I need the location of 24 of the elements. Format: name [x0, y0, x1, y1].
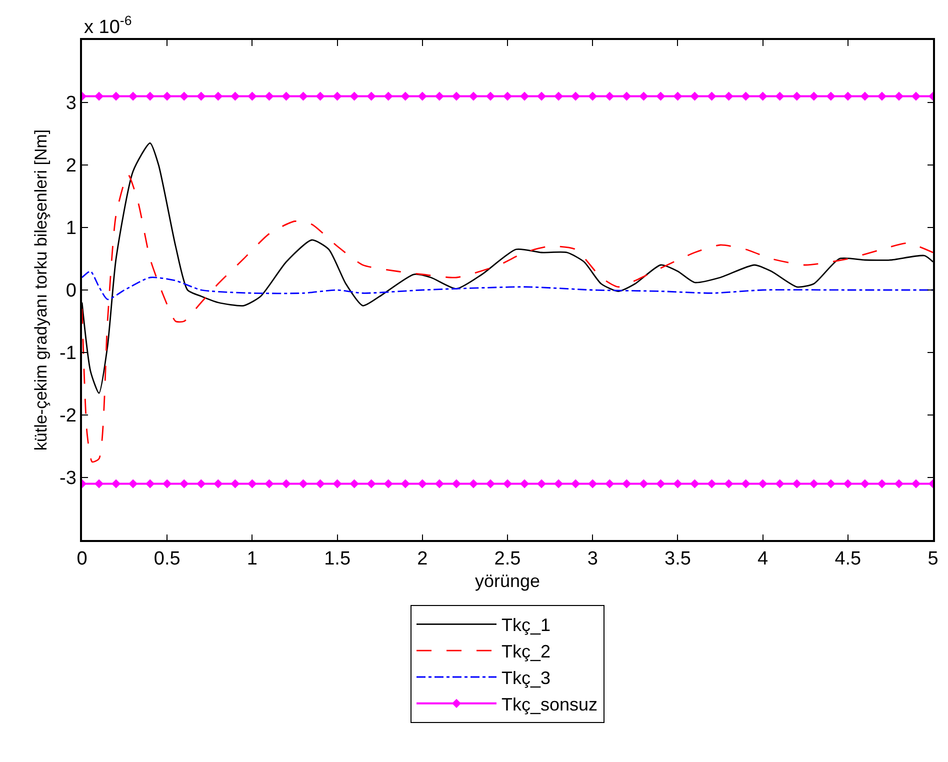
y-tick-label: -1	[60, 343, 76, 364]
x-tick-label: 3.5	[664, 548, 691, 570]
y-axis-title: kütle-çekim gradyanı torku bileşenleri [Nm]	[32, 129, 51, 451]
x-tick-label: 2.5	[494, 548, 521, 570]
text: x 10$^{-6}$	[84, 13, 132, 38]
legend-label: Tkç_1	[502, 615, 551, 636]
x-tick-label: 1	[246, 548, 258, 570]
y-tick-label: 3	[66, 93, 76, 114]
legend-label: Tkç_sonsuz	[502, 694, 598, 714]
x-tick-label: 4.5	[834, 548, 862, 570]
x-tick-label: 4	[758, 548, 769, 570]
x-tick-label: 0.5	[154, 548, 180, 570]
x-axis-title: yörünge	[474, 571, 540, 592]
y-tick-label: -2	[60, 406, 76, 427]
x-tick-label: 1.5	[324, 548, 351, 570]
y-tick-label: 1	[66, 218, 76, 240]
x-tick-label: 3	[587, 548, 598, 570]
legend-label: Tkç_3	[502, 668, 551, 688]
x-tick-label: 5	[928, 548, 938, 570]
legend-label: Tkç_2	[502, 642, 551, 662]
y-tick-label: 0	[66, 280, 76, 302]
x-tick-label: 2	[417, 548, 428, 570]
y-tick-label: -3	[60, 468, 76, 490]
y-tick-label: 2	[66, 156, 76, 177]
